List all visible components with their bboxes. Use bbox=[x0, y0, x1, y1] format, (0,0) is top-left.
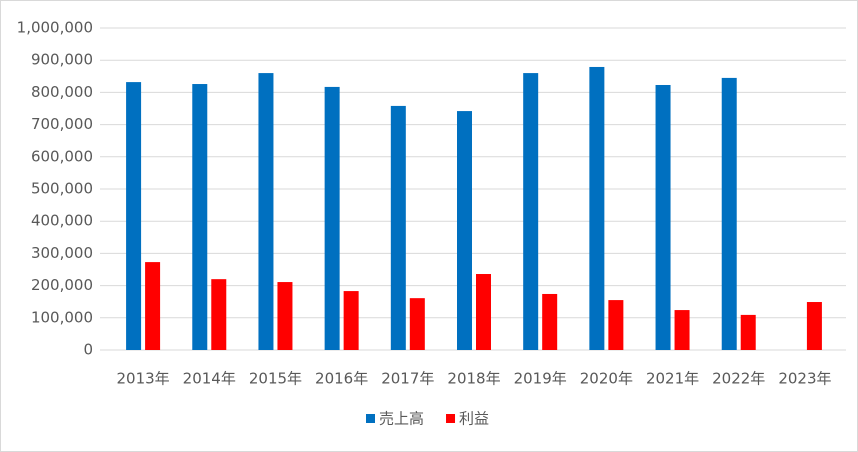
bar bbox=[192, 84, 208, 350]
bar bbox=[523, 73, 539, 350]
x-tick-label: 2020年 bbox=[580, 370, 633, 388]
bar bbox=[457, 111, 472, 351]
y-tick-label: 800,000 bbox=[31, 83, 93, 101]
y-tick-label: 300,000 bbox=[31, 244, 93, 262]
x-tick-label: 2017年 bbox=[381, 370, 434, 388]
y-tick-label: 0 bbox=[83, 341, 93, 359]
legend-swatch bbox=[366, 414, 375, 423]
x-tick-label: 2015年 bbox=[249, 370, 302, 388]
y-tick-label: 1,000,000 bbox=[17, 19, 93, 37]
bar bbox=[390, 105, 406, 350]
bar bbox=[277, 282, 293, 350]
bar bbox=[211, 279, 227, 350]
legend-label: 利益 bbox=[459, 410, 489, 428]
bar bbox=[324, 86, 340, 351]
bar bbox=[655, 84, 671, 350]
bar bbox=[589, 66, 605, 350]
x-tick-label: 2014年 bbox=[183, 370, 236, 388]
bar bbox=[608, 300, 624, 350]
bar bbox=[674, 310, 690, 350]
y-tick-label: 200,000 bbox=[31, 276, 93, 294]
y-tick-label: 400,000 bbox=[31, 212, 93, 230]
y-tick-label: 600,000 bbox=[31, 147, 93, 165]
bar bbox=[343, 291, 359, 350]
x-tick-label: 2018年 bbox=[447, 370, 500, 388]
x-tick-label: 2021年 bbox=[646, 370, 699, 388]
x-tick-label: 2023年 bbox=[778, 370, 831, 388]
x-tick-label: 2016年 bbox=[315, 370, 368, 388]
bar bbox=[476, 274, 491, 350]
bar bbox=[740, 314, 756, 350]
bar bbox=[542, 293, 558, 350]
bar bbox=[126, 82, 142, 350]
y-tick-label: 900,000 bbox=[31, 51, 93, 69]
y-tick-label: 500,000 bbox=[31, 180, 93, 198]
legend-swatch bbox=[446, 414, 456, 423]
x-tick-label: 2013年 bbox=[116, 370, 169, 388]
bar bbox=[258, 73, 274, 350]
x-tick-label: 2022年 bbox=[712, 370, 765, 388]
y-tick-label: 100,000 bbox=[31, 308, 93, 326]
bar bbox=[806, 302, 822, 350]
bar bbox=[721, 77, 737, 350]
x-tick-label: 2019年 bbox=[514, 370, 567, 388]
y-tick-label: 700,000 bbox=[31, 115, 93, 133]
legend-label: 売上高 bbox=[379, 410, 424, 428]
bar bbox=[409, 298, 425, 350]
bar bbox=[145, 262, 161, 350]
